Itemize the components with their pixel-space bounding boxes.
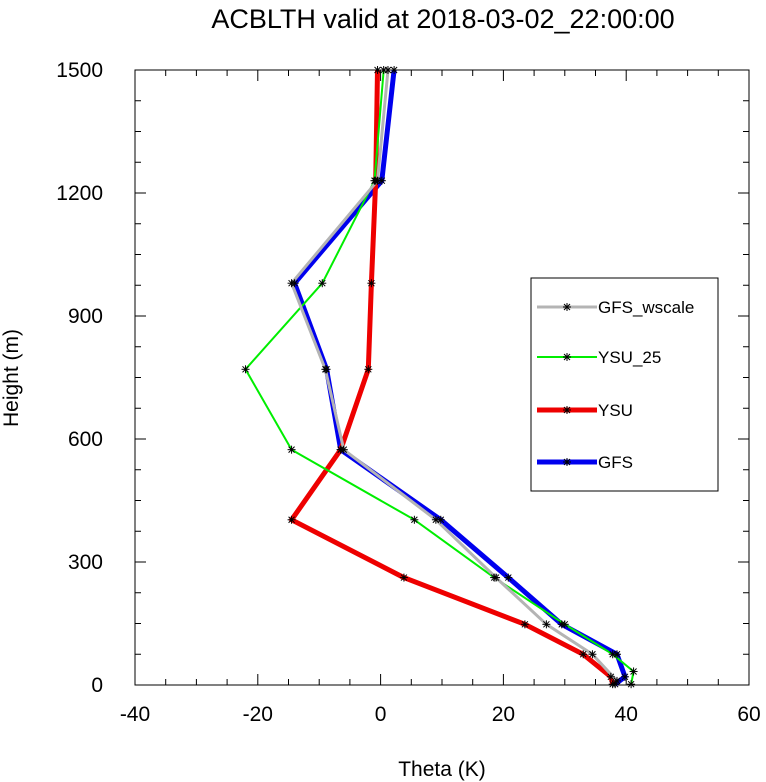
- data-point-ysu-25: [241, 365, 250, 374]
- data-point-gfs-wscale: [492, 573, 501, 582]
- data-point-ysu: [364, 365, 373, 374]
- legend-marker-gfs-wscale: [563, 303, 571, 311]
- legend-marker-gfs: [563, 458, 571, 466]
- legend-label-gfs-wscale: GFS_wscale: [598, 298, 694, 317]
- x-tick-label: 20: [492, 703, 515, 726]
- legend-marker-ysu-25: [563, 353, 571, 361]
- x-tick-label: 40: [615, 703, 638, 726]
- data-point-ysu: [606, 672, 615, 681]
- legend-marker-ysu: [563, 406, 571, 414]
- data-point-ysu-25: [410, 515, 419, 524]
- series-markers: [241, 66, 638, 689]
- data-point-gfs-wscale: [373, 176, 382, 185]
- y-tick-label: 1200: [56, 182, 103, 205]
- y-tick-label: 600: [68, 428, 103, 451]
- y-tick-label: 300: [68, 551, 103, 574]
- data-point-ysu-25: [608, 650, 617, 659]
- axis-ticks: [134, 69, 750, 686]
- data-point-ysu: [579, 650, 588, 659]
- data-point-gfs: [504, 573, 513, 582]
- data-point-ysu-25: [318, 279, 327, 288]
- legend-label-ysu-25: YSU_25: [598, 348, 661, 367]
- legend: GFS_wscale YSU_25 YSU GFS: [530, 277, 719, 492]
- data-point-gfs-wscale: [321, 365, 330, 374]
- x-tick-label: -20: [243, 703, 273, 726]
- x-tick-label: 0: [375, 703, 387, 726]
- x-tick-label: -40: [120, 703, 150, 726]
- data-point-ysu: [367, 279, 376, 288]
- data-point-ysu: [520, 620, 529, 629]
- data-point-gfs: [620, 672, 629, 681]
- chart-title: ACBLTH valid at 2018-03-02_22:00:00: [211, 4, 674, 34]
- data-point-ysu-25: [287, 445, 296, 454]
- y-tick-label: 0: [91, 674, 103, 697]
- y-tick-label: 1500: [56, 59, 103, 82]
- data-point-ysu-25: [627, 680, 636, 689]
- y-tick-label: 900: [68, 305, 103, 328]
- series-line-gfs-wscale: [290, 69, 619, 682]
- data-point-ysu: [287, 515, 296, 524]
- data-point-ysu-25: [629, 667, 638, 676]
- data-point-ysu-25: [560, 620, 569, 629]
- data-point-ysu: [399, 573, 408, 582]
- y-axis-label: Height (m): [0, 329, 23, 427]
- data-point-gfs-wscale: [431, 515, 440, 524]
- data-point-gfs-wscale: [612, 676, 621, 685]
- data-point-ysu: [608, 680, 617, 689]
- data-point-gfs-wscale: [339, 445, 348, 454]
- x-axis-label: Theta (K): [398, 758, 486, 781]
- data-point-gfs-wscale: [542, 620, 551, 629]
- data-point-gfs-wscale: [287, 279, 296, 288]
- legend-box: [530, 277, 719, 492]
- data-point-gfs-wscale: [588, 650, 597, 659]
- legend-label-ysu: YSU: [598, 401, 633, 420]
- data-point-gfs-wscale: [383, 66, 392, 74]
- x-tick-label: 60: [737, 703, 760, 726]
- legend-label-gfs: GFS: [598, 453, 633, 472]
